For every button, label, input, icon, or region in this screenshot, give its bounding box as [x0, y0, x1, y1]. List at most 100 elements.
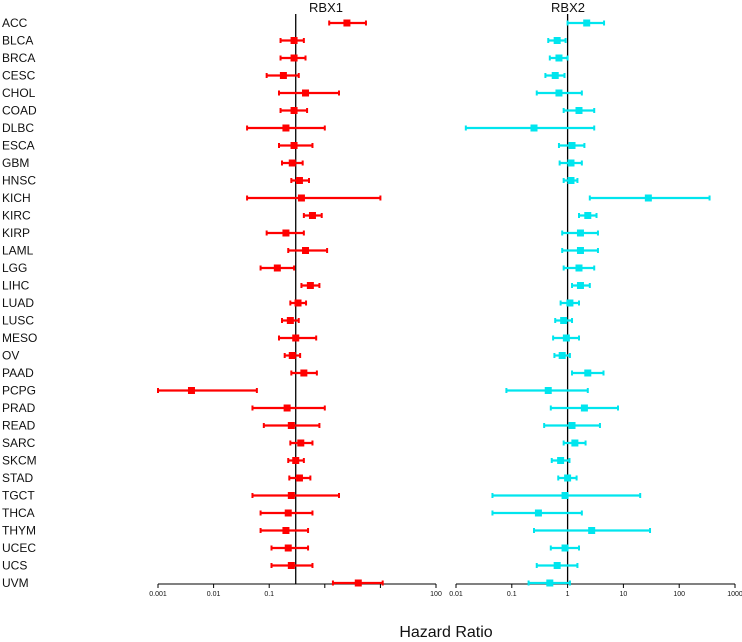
- rbx2-hr-point-thym: [588, 527, 596, 534]
- cancer-label-thca: THCA: [2, 506, 35, 520]
- rbx2-hr-point-dlbc: [530, 124, 538, 132]
- rbx1-panel-title: RBX1: [309, 0, 343, 15]
- rbx1-hr-point-lusc: [286, 317, 294, 324]
- rbx2-hr-point-prad: [580, 404, 588, 412]
- rbx1-panel: 0.001 0.01 0.1 100: [149, 14, 442, 598]
- rbx2-hr-point-laml: [576, 247, 584, 254]
- rbx1-hr-point-skcm: [292, 457, 300, 464]
- rbx2-hr-point-kirp: [576, 229, 584, 237]
- rbx2-tick-label: 0.01: [449, 591, 463, 598]
- rbx1-hr-point-esca: [290, 142, 298, 149]
- rbx2-hr-point-brca: [555, 54, 563, 62]
- cancer-label-tgct: TGCT: [2, 489, 35, 503]
- cancer-label-acc: ACC: [2, 16, 28, 30]
- rbx2-hr-point-uvm: [546, 579, 554, 587]
- cancer-label-lusc: LUSC: [2, 314, 34, 328]
- cancer-label-uvm: UVM: [2, 576, 29, 590]
- rbx2-tick-label: 10: [620, 591, 628, 598]
- cancer-label-lgg: LGG: [2, 261, 27, 275]
- cancer-label-blca: BLCA: [2, 34, 33, 48]
- rbx1-tick-label: 0.01: [207, 591, 221, 598]
- rbx2-hr-point-skcm: [557, 457, 565, 464]
- rbx2-hr-point-lusc: [560, 317, 568, 324]
- cancer-label-coad: COAD: [2, 104, 37, 118]
- rbx2-hr-point-tgct: [561, 492, 569, 499]
- cancer-label-gbm: GBM: [2, 156, 29, 170]
- rbx1-hr-point-lgg: [273, 264, 281, 272]
- rbx2-hr-point-lihc: [576, 282, 584, 289]
- rbx1-hr-point-kirp: [282, 229, 290, 237]
- rbx2-hr-point-esca: [568, 142, 576, 149]
- rbx1-hr-point-laml: [302, 247, 310, 254]
- rbx2-hr-point-luad: [566, 299, 574, 307]
- rbx1-hr-point-cesc: [279, 72, 287, 79]
- rbx2-hr-point-read: [568, 422, 576, 429]
- rbx1-hr-point-uvm: [354, 579, 362, 587]
- rbx2-panel: 0.01 0.1 1 10 100 1000: [449, 14, 742, 598]
- rbx2-hr-point-stad: [564, 474, 572, 482]
- cancer-label-hnsc: HNSC: [2, 174, 36, 188]
- rbx1-hr-point-thym: [282, 527, 290, 534]
- rbx2-tick-label: 0.1: [507, 591, 517, 598]
- rbx1-hr-point-thca: [284, 509, 292, 517]
- rbx2-hr-point-ucec: [561, 544, 569, 552]
- rbx2-hr-point-paad: [584, 369, 592, 377]
- cancer-label-kirp: KIRP: [2, 226, 30, 240]
- cancer-label-meso: MESO: [2, 331, 37, 345]
- rbx2-tick-label: 1000: [727, 591, 742, 598]
- rbx1-hr-point-read: [287, 422, 295, 429]
- rbx1-hr-point-pcpg: [187, 387, 195, 394]
- cancer-label-chol: CHOL: [2, 86, 36, 100]
- cancer-label-ucs: UCS: [2, 559, 27, 573]
- rbx2-hr-point-acc: [583, 19, 591, 27]
- rbx1-tick-label: 100: [430, 591, 442, 598]
- cancer-label-laml: LAML: [2, 244, 34, 258]
- rbx1-hr-point-coad: [290, 107, 298, 114]
- cancer-label-skcm: SKCM: [2, 454, 37, 468]
- rbx1-hr-point-ov: [288, 352, 296, 359]
- cancer-label-esca: ESCA: [2, 139, 35, 153]
- cancer-label-paad: PAAD: [2, 366, 34, 380]
- rbx2-hr-point-kich: [644, 194, 652, 202]
- cancer-label-lihc: LIHC: [2, 279, 30, 293]
- cancer-label-stad: STAD: [2, 471, 33, 485]
- rbx1-hr-point-blca: [290, 37, 298, 44]
- rbx2-hr-point-cesc: [551, 72, 559, 79]
- x-axis-title: Hazard Ratio: [399, 624, 492, 641]
- rbx1-hr-point-dlbc: [282, 124, 290, 132]
- cancer-label-dlbc: DLBC: [2, 121, 34, 135]
- rbx1-hr-point-prad: [283, 404, 291, 412]
- rbx1-hr-point-kirc: [308, 212, 316, 219]
- cancer-label-pcpg: PCPG: [2, 384, 36, 398]
- cancer-label-kirc: KIRC: [2, 209, 31, 223]
- rbx2-hr-point-lgg: [575, 264, 583, 272]
- cancer-label-thym: THYM: [2, 524, 36, 538]
- rbx2-hr-point-blca: [553, 37, 561, 44]
- rbx1-tick-label: 0.1: [264, 591, 274, 598]
- cancer-label-luad: LUAD: [2, 296, 34, 310]
- rbx1-hr-point-hnsc: [295, 177, 303, 184]
- cancer-label-kich: KICH: [2, 191, 31, 205]
- rbx1-hr-point-meso: [292, 334, 300, 342]
- rbx2-hr-point-hnsc: [567, 177, 575, 184]
- rbx2-tick-label: 100: [673, 591, 685, 598]
- rbx1-hr-point-ucec: [284, 544, 292, 552]
- rbx2-panel-title: RBX2: [551, 0, 585, 15]
- rbx1-hr-point-sarc: [297, 439, 305, 447]
- rbx1-hr-point-chol: [302, 89, 310, 97]
- rbx2-hr-point-meso: [562, 334, 570, 342]
- cancer-label-cesc: CESC: [2, 69, 36, 83]
- rbx1-hr-point-stad: [295, 474, 303, 482]
- rbx1-hr-point-luad: [294, 299, 302, 307]
- rbx1-hr-point-kich: [297, 194, 305, 202]
- rbx1-tick-label: 0.001: [149, 591, 167, 598]
- rbx1-hr-point-gbm: [288, 159, 296, 167]
- rbx2-tick-label: 1: [566, 591, 570, 598]
- rbx2-hr-point-coad: [575, 107, 583, 114]
- cancer-label-prad: PRAD: [2, 401, 36, 415]
- rbx2-hr-point-thca: [534, 509, 542, 517]
- cancer-label-sarc: SARC: [2, 436, 36, 450]
- rbx1-hr-point-lihc: [306, 282, 314, 289]
- rbx1-hr-point-paad: [300, 369, 308, 377]
- cancer-label-read: READ: [2, 419, 36, 433]
